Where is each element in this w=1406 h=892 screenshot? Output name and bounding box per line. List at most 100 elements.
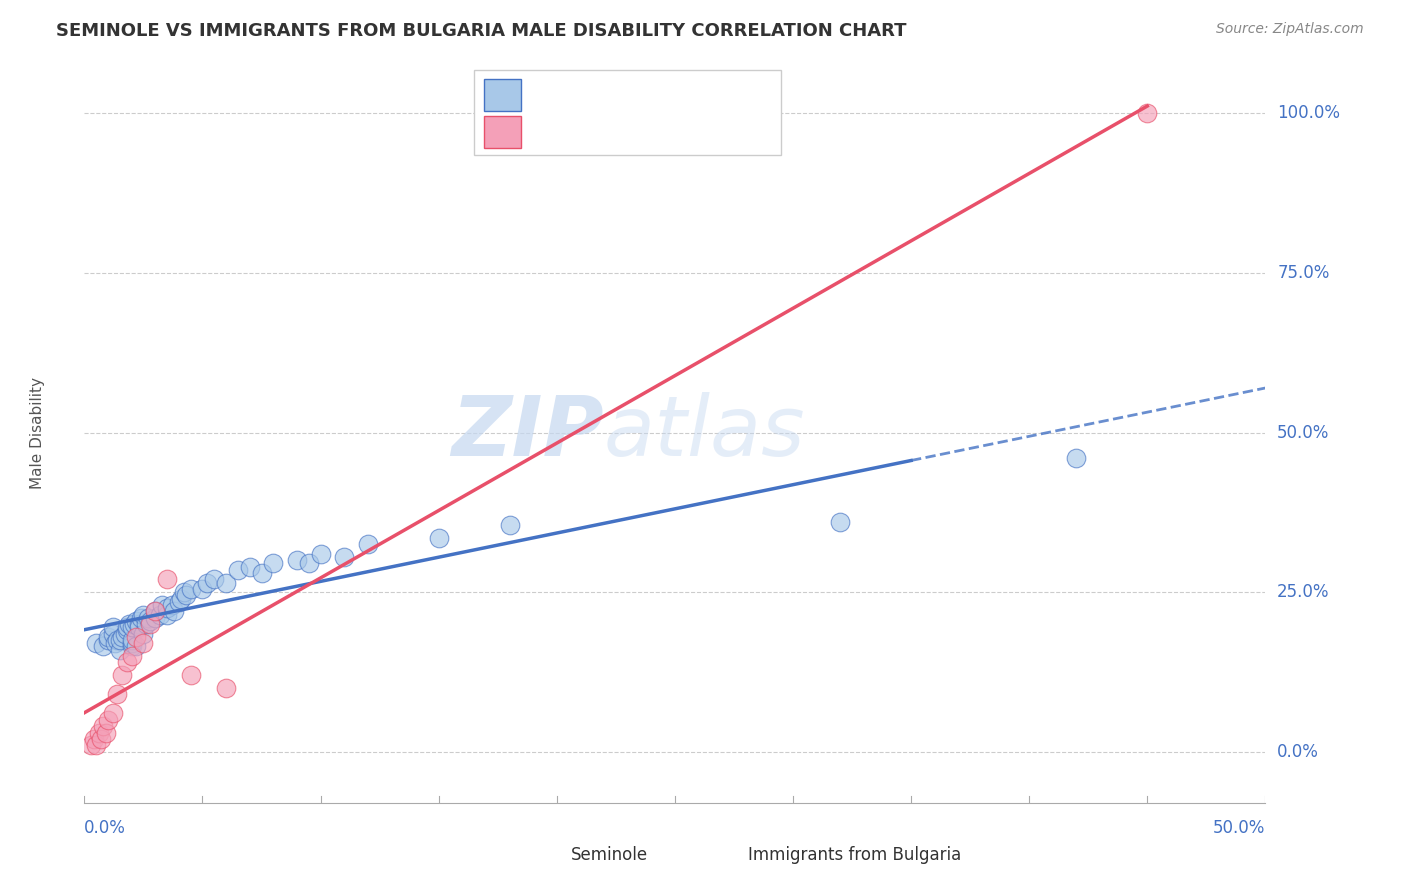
Point <box>285 553 308 567</box>
Point <box>80 739 103 753</box>
Point <box>156 601 179 615</box>
Point <box>191 582 214 596</box>
Point <box>97 630 120 644</box>
Point <box>170 591 193 606</box>
Text: N =  21: N = 21 <box>664 124 737 142</box>
Point <box>84 739 107 753</box>
Text: R = 0.970: R = 0.970 <box>531 124 621 142</box>
Point <box>156 607 179 622</box>
Point <box>121 633 143 648</box>
Point <box>84 636 107 650</box>
Point <box>125 630 148 644</box>
Point <box>107 633 129 648</box>
Text: N = 60: N = 60 <box>664 86 731 103</box>
Point <box>107 687 129 701</box>
Text: atlas: atlas <box>605 392 806 473</box>
Point <box>136 611 159 625</box>
FancyBboxPatch shape <box>484 79 522 111</box>
Point <box>139 617 162 632</box>
Point <box>121 620 143 634</box>
FancyBboxPatch shape <box>474 70 782 155</box>
Point <box>215 575 238 590</box>
Point <box>111 630 134 644</box>
Point <box>180 668 202 682</box>
Point <box>87 725 110 739</box>
Point <box>121 648 143 663</box>
Point <box>357 537 380 551</box>
Text: 25.0%: 25.0% <box>1277 583 1330 601</box>
Point <box>167 595 190 609</box>
Point <box>122 617 145 632</box>
Point <box>150 598 173 612</box>
Point <box>132 626 155 640</box>
Point <box>173 585 195 599</box>
Point <box>174 588 197 602</box>
Point <box>160 598 183 612</box>
Point <box>90 731 112 746</box>
Point <box>111 668 134 682</box>
Point <box>97 713 120 727</box>
Point <box>108 642 131 657</box>
Point <box>250 566 273 580</box>
Point <box>149 607 172 622</box>
Point <box>125 614 148 628</box>
Text: 0.0%: 0.0% <box>1277 743 1319 761</box>
Point <box>239 559 262 574</box>
Text: R = 0.392: R = 0.392 <box>531 86 621 103</box>
Point <box>115 620 138 634</box>
Point <box>121 636 143 650</box>
Text: Male Disability: Male Disability <box>30 376 45 489</box>
Point <box>118 617 141 632</box>
Point <box>115 656 138 670</box>
Point <box>143 604 166 618</box>
Point <box>298 557 321 571</box>
FancyBboxPatch shape <box>484 117 522 147</box>
Text: Seminole: Seminole <box>571 846 648 863</box>
Point <box>104 636 127 650</box>
Point <box>1136 106 1159 120</box>
Text: Immigrants from Bulgaria: Immigrants from Bulgaria <box>748 846 962 863</box>
Point <box>498 518 520 533</box>
Text: SEMINOLE VS IMMIGRANTS FROM BULGARIA MALE DISABILITY CORRELATION CHART: SEMINOLE VS IMMIGRANTS FROM BULGARIA MAL… <box>56 22 907 40</box>
Point <box>108 633 131 648</box>
Point <box>226 563 249 577</box>
Point <box>101 706 124 721</box>
Point <box>132 607 155 622</box>
Point <box>129 611 152 625</box>
Point <box>215 681 238 695</box>
Point <box>1066 451 1088 466</box>
Point <box>163 604 186 618</box>
Text: 75.0%: 75.0% <box>1277 264 1330 282</box>
Point <box>128 620 150 634</box>
Point <box>202 573 225 587</box>
Point <box>830 515 852 529</box>
Point <box>156 573 179 587</box>
Point <box>143 611 166 625</box>
Point <box>309 547 332 561</box>
Point <box>91 640 114 654</box>
Point <box>83 731 105 746</box>
Point <box>91 719 114 733</box>
Point <box>139 614 162 628</box>
Text: 100.0%: 100.0% <box>1277 104 1340 122</box>
Text: Source: ZipAtlas.com: Source: ZipAtlas.com <box>1216 22 1364 37</box>
Point <box>125 640 148 654</box>
Point <box>132 636 155 650</box>
Point <box>128 617 150 632</box>
Point <box>180 582 202 596</box>
Point <box>121 640 143 654</box>
Point <box>97 633 120 648</box>
Point <box>143 604 166 618</box>
Text: ZIP: ZIP <box>451 392 605 473</box>
Point <box>114 626 136 640</box>
Point <box>94 725 117 739</box>
Text: 50.0%: 50.0% <box>1213 819 1265 837</box>
Point <box>101 620 124 634</box>
Point <box>115 624 138 638</box>
Point <box>101 626 124 640</box>
Point <box>135 617 157 632</box>
FancyBboxPatch shape <box>710 844 740 866</box>
Text: 0.0%: 0.0% <box>84 819 127 837</box>
Point <box>333 550 356 565</box>
Point <box>195 575 218 590</box>
